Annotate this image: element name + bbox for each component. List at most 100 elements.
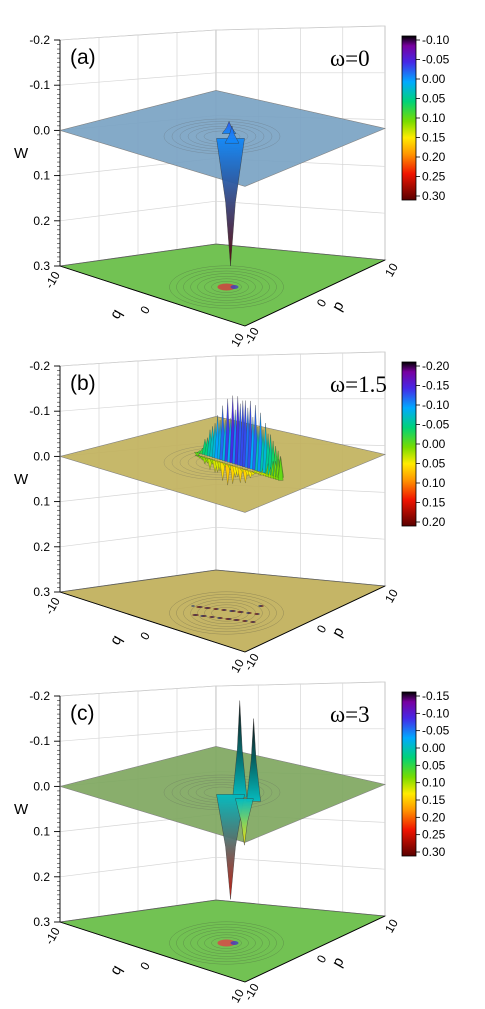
floor-contour — [211, 281, 242, 293]
q-tick-label: 10 — [228, 656, 247, 675]
p-tick-label: -10 — [241, 651, 262, 673]
z-tick-label: 0.0 — [33, 123, 50, 137]
colorbar-tick-label: -0.10 — [422, 398, 450, 412]
colorbar-tick-label: -0.15 — [422, 689, 450, 703]
colorbar-tick-label: 0.00 — [422, 741, 446, 755]
panel-label: (a) — [70, 46, 96, 69]
q-axis-line — [59, 921, 246, 983]
q-tick-label: 0 — [137, 959, 153, 972]
p-axis-title: p — [329, 624, 348, 640]
p-axis-line — [244, 585, 386, 653]
colorbar-tick-label: -0.15 — [422, 379, 450, 393]
surface-peak — [232, 700, 247, 798]
floor-hotspot — [230, 941, 239, 945]
floor-pattern-dot — [237, 611, 241, 613]
parameter-label: ω=3 — [330, 702, 370, 727]
floor-contour — [204, 934, 249, 952]
colorbar-tick-label: -0.10 — [422, 706, 450, 720]
colorbar-tick-label: 0.10 — [422, 776, 446, 790]
floor-contour — [169, 265, 284, 309]
z-tick-label: 0.2 — [33, 540, 50, 554]
floor-contour — [190, 929, 263, 957]
colorbar-tick-label: -0.05 — [422, 53, 450, 67]
colorbar-tick-label: 0.15 — [422, 131, 446, 145]
q-axis-title: q — [107, 306, 126, 322]
colorbar-tick-label: 0.15 — [422, 793, 446, 807]
floor-pattern-dot — [209, 616, 213, 618]
panel-a: -0.2-0.10.00.10.20.3W-10010q100-10p-0.10… — [14, 25, 450, 349]
colorbar-tick-label: 0.10 — [422, 111, 446, 125]
q-tick-label: 10 — [228, 986, 247, 1005]
colorbar-tick-label: 0.00 — [422, 72, 446, 86]
p-tick-label: 10 — [382, 586, 401, 605]
p-axis-line — [244, 259, 386, 327]
z-tick-label: 0.0 — [33, 779, 50, 793]
z-tick-label: -0.1 — [29, 404, 50, 418]
floor-contour — [176, 268, 277, 306]
surface-ridge-down — [194, 455, 200, 457]
p-tick-label: -10 — [241, 981, 262, 1003]
floor-contour — [183, 926, 270, 960]
floor-contour — [183, 270, 270, 304]
floor-contour — [169, 591, 284, 635]
p-axis-title: p — [329, 954, 348, 970]
z-tick-label: 0.3 — [33, 259, 50, 273]
z-tick-label: 0.0 — [33, 449, 50, 463]
p-tick-label: 10 — [382, 260, 401, 279]
colorbar-tick-label: 0.00 — [422, 437, 446, 451]
surface-ridge-down — [237, 468, 243, 483]
floor-contour — [176, 924, 277, 962]
p-tick-label: -10 — [241, 325, 262, 347]
floor-pattern-dot — [254, 613, 258, 615]
floor-pattern-dot — [229, 610, 233, 612]
z-tick-label: -0.2 — [29, 689, 50, 703]
z-tick-label: 0.2 — [33, 214, 50, 228]
floor-pattern-dot — [196, 606, 200, 608]
floor-pattern-dot — [246, 612, 250, 614]
colorbar-tick-label: 0.25 — [422, 170, 446, 184]
floor-pattern-dot — [233, 619, 237, 621]
floor-pattern-dot — [221, 609, 225, 611]
parameter-label: ω=0 — [330, 46, 370, 71]
z-axis-title: W — [14, 801, 29, 818]
surface-ridge-down — [219, 462, 226, 481]
floor-contour — [183, 596, 270, 630]
surface-peak — [224, 125, 240, 144]
colorbar-tick-label: 0.30 — [422, 845, 446, 859]
panel-label: (b) — [70, 372, 96, 395]
surface-ridge-down — [225, 464, 231, 486]
colorbar-tick-label: 0.20 — [422, 515, 446, 529]
p-tick-label: 0 — [314, 296, 330, 309]
surface-ridge-down — [278, 456, 284, 481]
floor-contour — [204, 278, 249, 296]
z-tick-label: -0.1 — [29, 78, 50, 92]
z-tick-label: -0.1 — [29, 734, 50, 748]
q-axis-line — [59, 591, 246, 653]
surface-well — [216, 138, 245, 267]
colorbar-tick-label: -0.05 — [422, 418, 450, 432]
panel-b: -0.2-0.10.00.10.20.3W-10010q100-10p-0.20… — [14, 351, 450, 675]
q-tick-label: 10 — [228, 330, 247, 349]
surface-ridge-down — [255, 470, 261, 474]
panel-c: -0.2-0.10.00.10.20.3W-10010q100-10p-0.15… — [14, 681, 450, 1005]
colorbar-tick-label: 0.05 — [422, 758, 446, 772]
q-axis-title: q — [107, 632, 126, 648]
p-tick-label: 0 — [314, 952, 330, 965]
panel-label: (c) — [70, 702, 95, 725]
z-tick-label: 0.2 — [33, 870, 50, 884]
floor-pattern-dot — [192, 614, 196, 616]
surface-well — [216, 794, 245, 900]
colorbar — [401, 361, 417, 527]
z-axis-title: W — [14, 471, 29, 488]
z-tick-label: 0.1 — [33, 495, 50, 509]
colorbar-tick-label: 0.20 — [422, 810, 446, 824]
p-axis-title: p — [329, 298, 348, 314]
colorbar-tick-label: -0.20 — [422, 359, 450, 373]
p-axis-line — [244, 915, 386, 983]
colorbar-tick-label: -0.05 — [422, 724, 450, 738]
floor-hotspot — [230, 285, 239, 289]
surface-peak — [246, 718, 261, 802]
colorbar-tick-label: 0.10 — [422, 476, 446, 490]
floor-pattern-dot — [242, 620, 246, 622]
